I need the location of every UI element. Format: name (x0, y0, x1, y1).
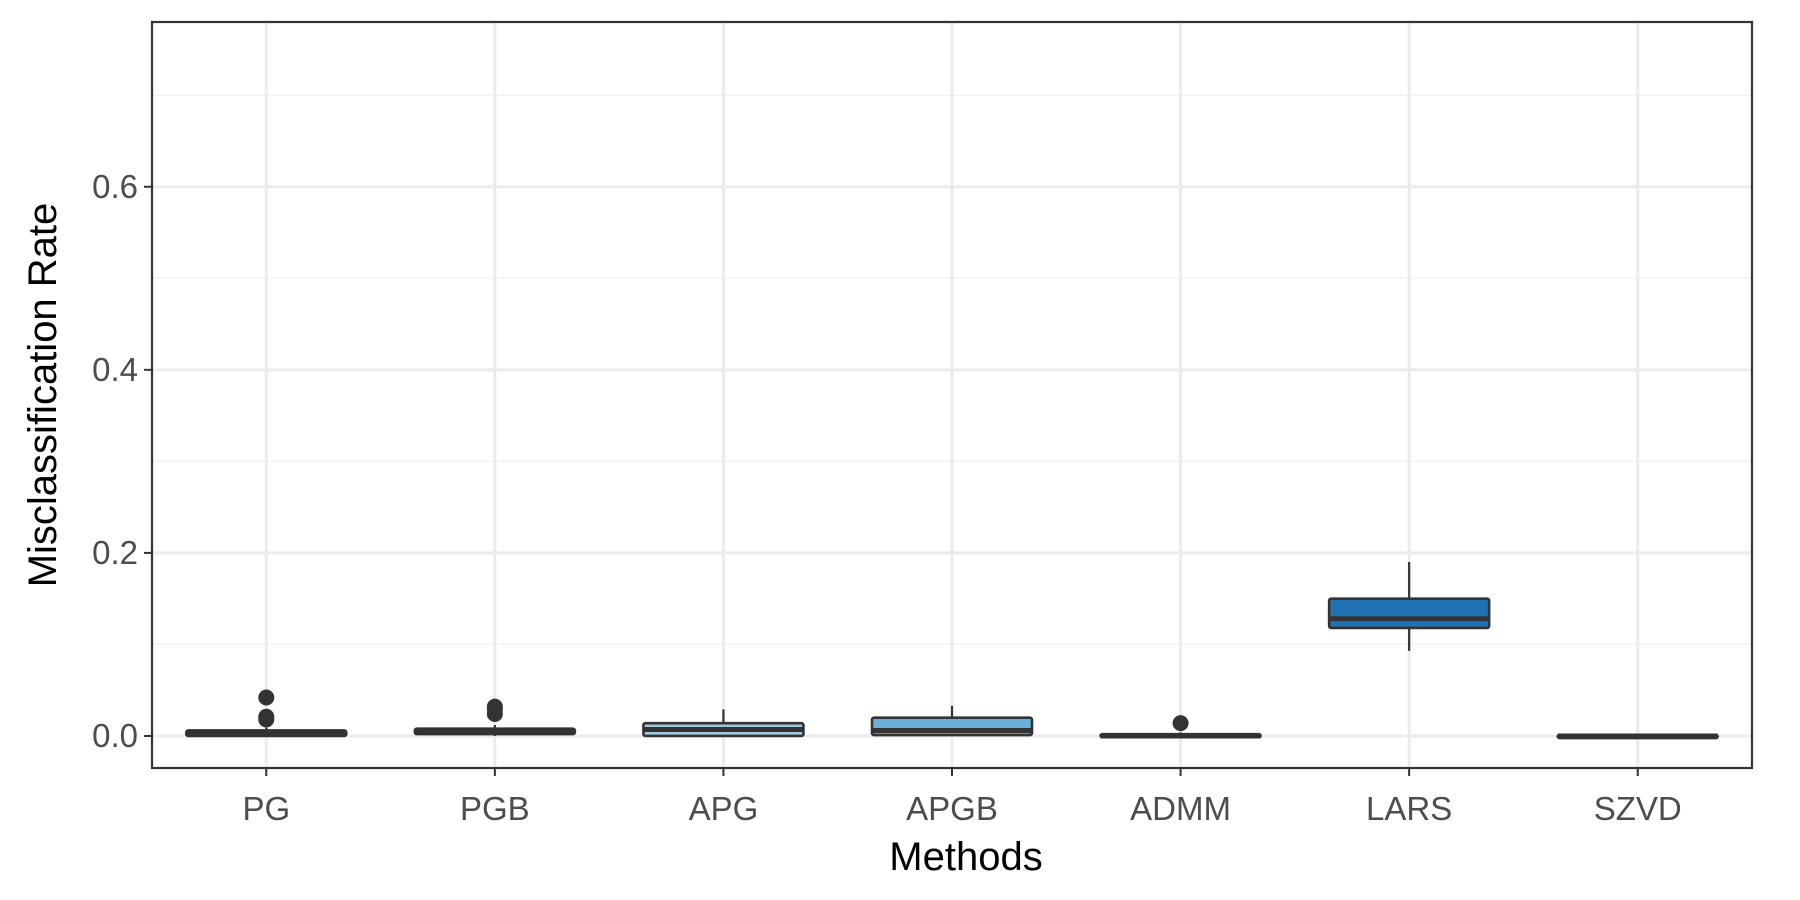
box-series (184, 562, 1720, 740)
major-gridlines (152, 22, 1752, 768)
outlier-point (486, 698, 503, 715)
x-tick-label: SZVD (1594, 790, 1682, 827)
x-tick-label: PGB (460, 790, 530, 827)
x-axis: PG PGB APG APGB ADMM LARS SZVD (242, 768, 1682, 827)
x-tick-label: LARS (1366, 790, 1452, 827)
x-tick-label: APGB (906, 790, 998, 827)
y-axis-title: Misclassification Rate (21, 203, 65, 588)
y-tick-label: 0.2 (92, 534, 138, 571)
outlier-point (258, 689, 275, 706)
box-apgb (870, 705, 1034, 737)
outlier-point (1172, 715, 1189, 732)
box-pgb (413, 698, 577, 736)
x-tick-label: PG (242, 790, 290, 827)
box-admm (1099, 715, 1262, 739)
y-tick-label: 0.4 (92, 351, 138, 388)
x-tick-label: ADMM (1130, 790, 1231, 827)
x-tick-label: APG (689, 790, 759, 827)
box-lars (1327, 562, 1491, 651)
x-axis-title: Methods (889, 835, 1042, 879)
y-axis: 0.0 0.2 0.4 0.6 (92, 168, 152, 754)
y-tick-label: 0.0 (92, 717, 138, 754)
box-iqr (1327, 597, 1491, 630)
box-pg (184, 689, 348, 738)
box-szvd (1556, 733, 1720, 740)
y-tick-label: 0.6 (92, 168, 138, 205)
box-apg (642, 709, 805, 738)
outlier-point (258, 708, 275, 725)
